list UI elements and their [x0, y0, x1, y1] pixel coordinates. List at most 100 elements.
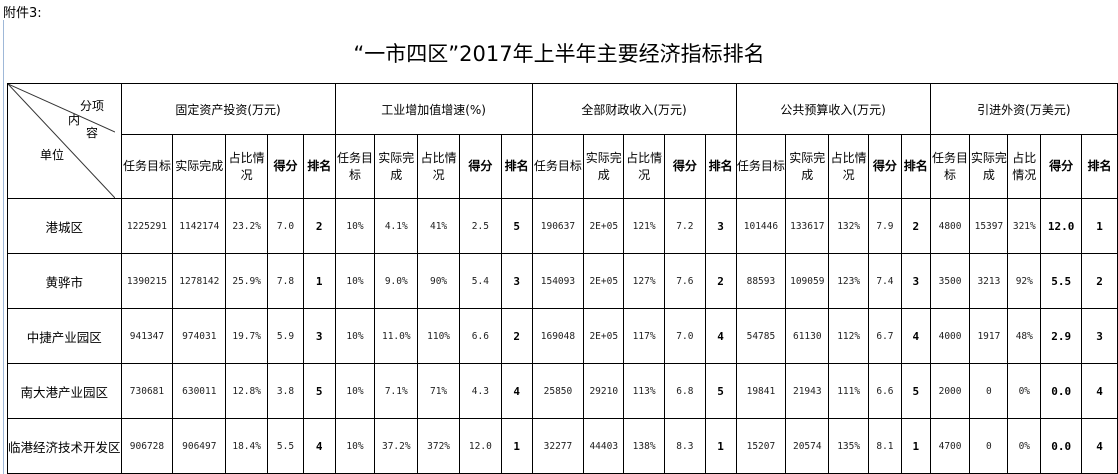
- actual-cell: 11.0%: [374, 308, 419, 364]
- ratio-cell: 92%: [1007, 253, 1042, 309]
- rank-cell: 3: [500, 253, 533, 309]
- group-header: 全部财政收入(万元): [531, 83, 737, 135]
- rank-cell: 3: [900, 253, 931, 309]
- target-cell: 4000: [929, 308, 971, 364]
- page-title: “一市四区”2017年上半年主要经济指标排名: [353, 42, 765, 66]
- rank-cell: 1: [704, 418, 737, 474]
- actual-cell: 1278142: [172, 253, 227, 309]
- group-header: 固定资产投资(万元): [120, 83, 336, 135]
- subheader-cell: 得分: [664, 134, 706, 199]
- subheader-cell: 任务目标: [531, 134, 585, 199]
- target-cell: 19841: [735, 363, 787, 419]
- unit-cell: 黄骅市: [7, 253, 122, 309]
- ratio-cell: 123%: [828, 253, 870, 309]
- attachment-label: 附件3:: [3, 6, 42, 21]
- rank-cell: 3: [302, 308, 336, 364]
- corner-content-label-2: 容: [86, 126, 99, 140]
- target-cell: 10%: [334, 253, 376, 309]
- corner-unit-label: 单位: [40, 148, 65, 162]
- subheader-cell: 占比情况: [828, 134, 870, 199]
- subheader-cell: 排名: [704, 134, 737, 199]
- target-cell: 190637: [531, 198, 585, 254]
- subheader-cell: 排名: [500, 134, 533, 199]
- score-cell: 2.9: [1040, 308, 1083, 364]
- actual-cell: 2E+05: [583, 253, 625, 309]
- rank-cell: 2: [302, 198, 336, 254]
- ratio-cell: 112%: [828, 308, 870, 364]
- score-cell: 12.0: [458, 418, 502, 474]
- subheader-cell: 实际完成: [969, 134, 1009, 199]
- target-cell: 10%: [334, 363, 376, 419]
- score-cell: 7.8: [267, 253, 304, 309]
- actual-cell: 4.1%: [374, 198, 419, 254]
- target-cell: 10%: [334, 308, 376, 364]
- score-cell: 7.9: [868, 198, 902, 254]
- target-cell: 1390215: [120, 253, 174, 309]
- subheader-cell: 任务目标: [120, 134, 174, 199]
- actual-cell: 133617: [785, 198, 830, 254]
- actual-cell: 906497: [172, 418, 227, 474]
- score-cell: 6.7: [868, 308, 902, 364]
- actual-cell: 29210: [583, 363, 625, 419]
- actual-cell: 2E+05: [583, 308, 625, 364]
- ratio-cell: 41%: [417, 198, 460, 254]
- target-cell: 941347: [120, 308, 174, 364]
- table-row: 南大港产业园区 730681 630011 12.8% 3.8 5 10% 7.1% 71% 4.…: [7, 363, 1118, 419]
- ratio-cell: 71%: [417, 363, 460, 419]
- actual-cell: 974031: [172, 308, 227, 364]
- ratio-cell: 321%: [1007, 198, 1042, 254]
- subheader-cell: 排名: [302, 134, 336, 199]
- actual-cell: 0: [969, 418, 1009, 474]
- table-row: 黄骅市 1390215 1278142 25.9% 7.8 1 10% 9.0% 90% 5.4 3…: [7, 253, 1118, 309]
- sheet-gridline: [3, 20, 4, 474]
- actual-cell: 15397: [969, 198, 1009, 254]
- score-cell: 5.4: [458, 253, 502, 309]
- corner-content-label-1: 内: [68, 113, 81, 127]
- diagonal-lines: [8, 84, 115, 198]
- ratio-cell: 23.2%: [225, 198, 269, 254]
- score-cell: 8.3: [664, 418, 706, 474]
- rank-cell: 3: [704, 198, 737, 254]
- subheader-cell: 占比情况: [225, 134, 269, 199]
- rank-cell: 2: [500, 308, 533, 364]
- score-cell: 7.0: [664, 308, 706, 364]
- actual-cell: 44403: [583, 418, 625, 474]
- ratio-cell: 372%: [417, 418, 460, 474]
- subheader-cell: 实际完成: [785, 134, 830, 199]
- score-cell: 7.6: [664, 253, 706, 309]
- score-cell: 2.5: [458, 198, 502, 254]
- score-cell: 6.6: [458, 308, 502, 364]
- score-cell: 6.8: [664, 363, 706, 419]
- subheader-cell: 排名: [1081, 134, 1118, 199]
- score-cell: 6.6: [868, 363, 902, 419]
- subheader-cell: 任务目标: [929, 134, 971, 199]
- table-row: 中捷产业园区 941347 974031 19.7% 5.9 3 10% 11.0% 110% 6…: [7, 308, 1118, 364]
- table-row: 临港经济技术开发区 906728 906497 18.4% 5.5 4 10% 37.2% 37…: [7, 418, 1118, 474]
- target-cell: 25850: [531, 363, 585, 419]
- rank-cell: 4: [900, 308, 931, 364]
- actual-cell: 20574: [785, 418, 830, 474]
- subheader-cell: 任务目标: [735, 134, 787, 199]
- subheader-cell: 占比情况: [1007, 134, 1042, 199]
- rank-cell: 4: [1081, 418, 1118, 474]
- target-cell: 730681: [120, 363, 174, 419]
- score-cell: 0.0: [1040, 363, 1083, 419]
- ratio-cell: 25.9%: [225, 253, 269, 309]
- ratio-cell: 121%: [623, 198, 665, 254]
- rank-cell: 2: [704, 253, 737, 309]
- subheader-cell: 得分: [868, 134, 902, 199]
- ratio-cell: 0%: [1007, 363, 1042, 419]
- corner-item-label: 分项: [80, 99, 105, 113]
- subheader-cell: 占比情况: [623, 134, 665, 199]
- target-cell: 154093: [531, 253, 585, 309]
- ratio-cell: 110%: [417, 308, 460, 364]
- score-cell: 0.0: [1040, 418, 1083, 474]
- ratio-cell: 113%: [623, 363, 665, 419]
- group-header: 公共预算收入(万元): [735, 83, 931, 135]
- ratio-cell: 12.8%: [225, 363, 269, 419]
- ratio-cell: 132%: [828, 198, 870, 254]
- score-cell: 5.5: [267, 418, 304, 474]
- target-cell: 101446: [735, 198, 787, 254]
- rank-cell: 4: [704, 308, 737, 364]
- actual-cell: 61130: [785, 308, 830, 364]
